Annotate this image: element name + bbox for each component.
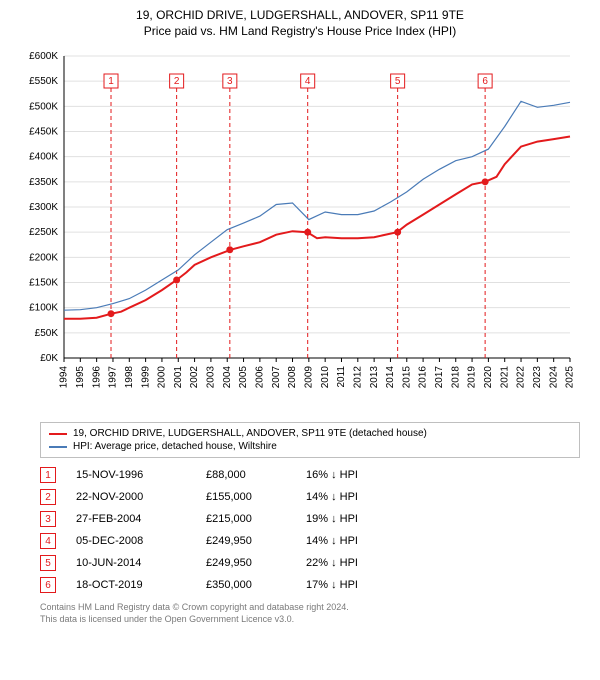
svg-text:2001: 2001 xyxy=(173,366,184,389)
svg-text:£100K: £100K xyxy=(29,303,58,314)
svg-text:2022: 2022 xyxy=(516,366,527,389)
transaction-pct: 19% ↓ HPI xyxy=(306,513,406,525)
transaction-date: 18-OCT-2019 xyxy=(76,579,186,591)
transaction-price: £249,950 xyxy=(206,557,286,569)
svg-text:2014: 2014 xyxy=(385,366,396,389)
transaction-date: 10-JUN-2014 xyxy=(76,557,186,569)
legend-label: HPI: Average price, detached house, Wilt… xyxy=(73,441,277,452)
transaction-price: £350,000 xyxy=(206,579,286,591)
transaction-pct: 16% ↓ HPI xyxy=(306,469,406,481)
transaction-badge: 2 xyxy=(40,489,56,505)
svg-text:£150K: £150K xyxy=(29,278,58,289)
svg-text:3: 3 xyxy=(227,76,233,87)
svg-text:1995: 1995 xyxy=(75,366,86,389)
transaction-pct: 22% ↓ HPI xyxy=(306,557,406,569)
transaction-badge: 5 xyxy=(40,555,56,571)
legend-swatch xyxy=(49,446,67,448)
svg-text:2012: 2012 xyxy=(352,366,363,389)
transaction-badge: 6 xyxy=(40,577,56,593)
svg-text:£600K: £600K xyxy=(29,51,58,62)
svg-text:4: 4 xyxy=(305,76,311,87)
legend-label: 19, ORCHID DRIVE, LUDGERSHALL, ANDOVER, … xyxy=(73,428,427,439)
footnote-line-1: Contains HM Land Registry data © Crown c… xyxy=(40,602,580,614)
svg-text:2013: 2013 xyxy=(369,366,380,389)
svg-text:£200K: £200K xyxy=(29,252,58,263)
figure-container: 19, ORCHID DRIVE, LUDGERSHALL, ANDOVER, … xyxy=(0,0,600,680)
transaction-row: 2 22-NOV-2000 £155,000 14% ↓ HPI xyxy=(40,486,580,508)
price-chart-svg: £0K £50K £100K £150K £200K £250K £300K £350K £40… xyxy=(20,46,580,416)
svg-text:£500K: £500K xyxy=(29,101,58,112)
svg-text:2005: 2005 xyxy=(238,366,249,389)
svg-text:2020: 2020 xyxy=(483,366,494,389)
svg-text:2017: 2017 xyxy=(434,366,445,389)
legend-item: HPI: Average price, detached house, Wilt… xyxy=(49,440,571,453)
svg-text:2008: 2008 xyxy=(287,366,298,389)
svg-text:2000: 2000 xyxy=(157,366,168,389)
transaction-row: 3 27-FEB-2004 £215,000 19% ↓ HPI xyxy=(40,508,580,530)
transaction-price: £249,950 xyxy=(206,535,286,547)
svg-text:2: 2 xyxy=(174,76,180,87)
transaction-pct: 14% ↓ HPI xyxy=(306,535,406,547)
transaction-row: 1 15-NOV-1996 £88,000 16% ↓ HPI xyxy=(40,464,580,486)
svg-text:1996: 1996 xyxy=(91,366,102,389)
transaction-price: £88,000 xyxy=(206,469,286,481)
svg-text:2004: 2004 xyxy=(222,366,233,389)
title-area: 19, ORCHID DRIVE, LUDGERSHALL, ANDOVER, … xyxy=(0,0,600,42)
svg-text:2010: 2010 xyxy=(320,366,331,389)
svg-text:2015: 2015 xyxy=(401,366,412,389)
transaction-date: 22-NOV-2000 xyxy=(76,491,186,503)
svg-text:£400K: £400K xyxy=(29,152,58,163)
chart-subtitle: Price paid vs. HM Land Registry's House … xyxy=(10,24,590,38)
legend-box: 19, ORCHID DRIVE, LUDGERSHALL, ANDOVER, … xyxy=(40,422,580,458)
svg-text:2018: 2018 xyxy=(450,366,461,389)
footnote: Contains HM Land Registry data © Crown c… xyxy=(40,602,580,625)
transaction-pct: 17% ↓ HPI xyxy=(306,579,406,591)
svg-text:6: 6 xyxy=(482,76,488,87)
svg-text:1997: 1997 xyxy=(108,366,119,389)
svg-text:1994: 1994 xyxy=(59,366,70,389)
transaction-row: 6 18-OCT-2019 £350,000 17% ↓ HPI xyxy=(40,574,580,596)
svg-text:2002: 2002 xyxy=(189,366,200,389)
svg-text:£450K: £450K xyxy=(29,127,58,138)
transaction-row: 5 10-JUN-2014 £249,950 22% ↓ HPI xyxy=(40,552,580,574)
svg-text:£550K: £550K xyxy=(29,76,58,87)
transaction-date: 05-DEC-2008 xyxy=(76,535,186,547)
transaction-badge: 1 xyxy=(40,467,56,483)
svg-text:£250K: £250K xyxy=(29,227,58,238)
transaction-date: 27-FEB-2004 xyxy=(76,513,186,525)
transaction-badge: 4 xyxy=(40,533,56,549)
svg-text:2011: 2011 xyxy=(336,366,347,388)
svg-text:2009: 2009 xyxy=(303,366,314,389)
svg-text:2019: 2019 xyxy=(467,366,478,389)
chart-title: 19, ORCHID DRIVE, LUDGERSHALL, ANDOVER, … xyxy=(10,8,590,22)
svg-text:2021: 2021 xyxy=(499,366,510,389)
svg-text:2007: 2007 xyxy=(271,366,282,389)
svg-text:2003: 2003 xyxy=(206,366,217,389)
transaction-row: 4 05-DEC-2008 £249,950 14% ↓ HPI xyxy=(40,530,580,552)
footnote-line-2: This data is licensed under the Open Gov… xyxy=(40,614,580,626)
svg-text:2006: 2006 xyxy=(255,366,266,389)
legend-swatch xyxy=(49,433,67,435)
svg-text:2023: 2023 xyxy=(532,366,543,389)
transactions-table: 1 15-NOV-1996 £88,000 16% ↓ HPI 2 22-NOV-2000… xyxy=(40,464,580,596)
svg-text:5: 5 xyxy=(395,76,401,87)
transaction-price: £215,000 xyxy=(206,513,286,525)
svg-text:2024: 2024 xyxy=(548,366,559,389)
transaction-pct: 14% ↓ HPI xyxy=(306,491,406,503)
svg-text:2025: 2025 xyxy=(565,366,576,389)
svg-text:1999: 1999 xyxy=(140,366,151,389)
transaction-price: £155,000 xyxy=(206,491,286,503)
transaction-badge: 3 xyxy=(40,511,56,527)
legend-item: 19, ORCHID DRIVE, LUDGERSHALL, ANDOVER, … xyxy=(49,427,571,440)
svg-text:1998: 1998 xyxy=(124,366,135,389)
svg-text:£300K: £300K xyxy=(29,202,58,213)
svg-text:£50K: £50K xyxy=(35,328,59,339)
svg-text:1: 1 xyxy=(108,76,114,87)
chart-area: £0K £50K £100K £150K £200K £250K £300K £350K £40… xyxy=(20,46,580,416)
svg-text:£0K: £0K xyxy=(40,353,58,364)
svg-text:2016: 2016 xyxy=(418,366,429,389)
transaction-date: 15-NOV-1996 xyxy=(76,469,186,481)
svg-text:£350K: £350K xyxy=(29,177,58,188)
